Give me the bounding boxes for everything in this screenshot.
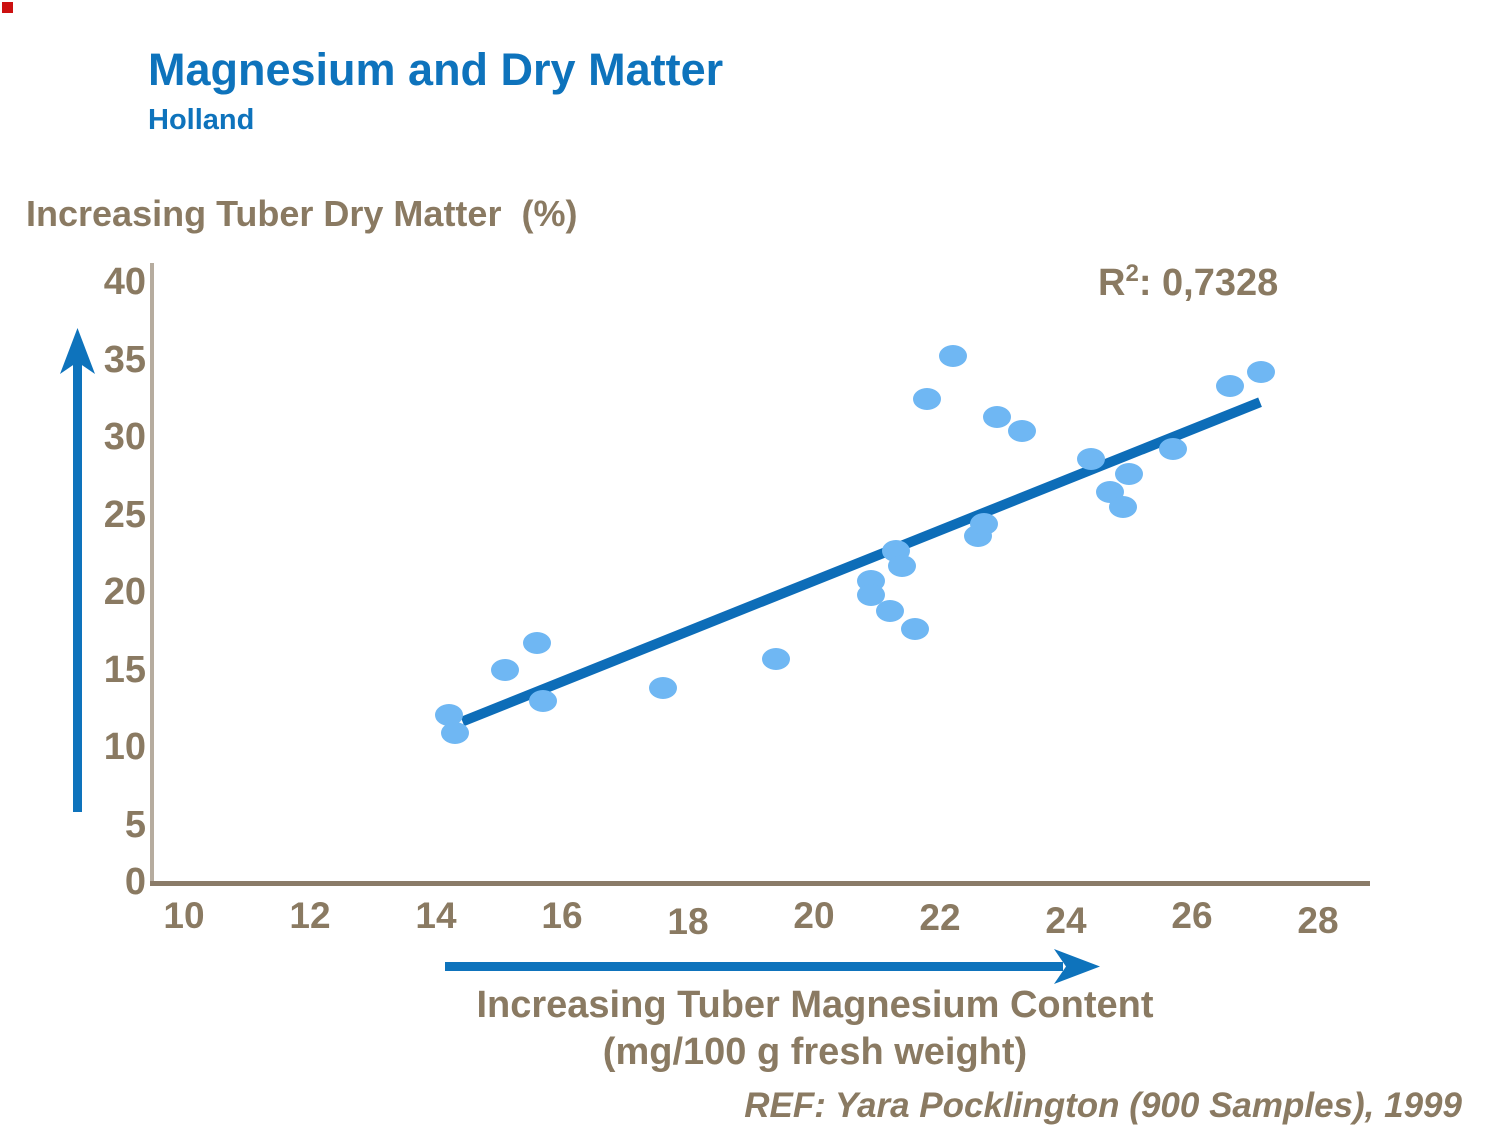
x-tick-label: 16: [541, 895, 583, 936]
x-tick-label: 26: [1171, 895, 1213, 936]
trend-line: [460, 397, 1262, 727]
x-tick-label: 14: [415, 895, 457, 936]
y-tick-label: 25: [103, 493, 146, 536]
y-axis-title: Increasing Tuber Dry Matter (%): [26, 193, 578, 234]
x-tick-label: 22: [919, 897, 961, 938]
x-tick-label: 24: [1045, 900, 1087, 941]
y-tick-label: 20: [103, 571, 146, 613]
data-point: [1077, 448, 1106, 471]
y-tick-label: 10: [103, 726, 146, 768]
data-point: [875, 600, 904, 623]
data-point: [1108, 496, 1137, 519]
r-squared-annotation: R2: 0,7328: [1098, 260, 1278, 305]
data-point: [856, 583, 885, 606]
data-point: [982, 406, 1011, 429]
data-point: [913, 388, 942, 411]
r-squared-symbol: R: [1098, 262, 1126, 304]
data-point: [1115, 463, 1143, 486]
r-squared-value: : 0,7328: [1138, 262, 1279, 304]
y-axis-line: [150, 263, 154, 886]
data-point: [888, 554, 917, 577]
data-point: [1007, 419, 1036, 442]
y-tick-label: 30: [103, 416, 146, 458]
y-tick-label: 15: [103, 648, 146, 691]
x-tick-label: 28: [1297, 900, 1339, 941]
y-tick-label: 40: [103, 261, 146, 303]
x-tick-label: 12: [289, 895, 331, 936]
reference-text: REF: Yara Pocklington (900 Samples), 199…: [744, 1086, 1462, 1125]
data-point: [1247, 361, 1276, 384]
data-point: [1159, 437, 1188, 460]
x-tick-label: 18: [667, 901, 709, 942]
r-squared-exponent: 2: [1125, 260, 1139, 287]
red-corner-mark: [2, 2, 13, 13]
x-axis-line: [150, 881, 1370, 886]
x-axis-arrow-icon: [445, 949, 1100, 984]
data-point: [900, 618, 929, 641]
data-point: [529, 690, 558, 713]
data-point: [938, 344, 967, 367]
y-axis-arrow-icon: [60, 328, 95, 812]
x-tick-label: 20: [793, 895, 835, 936]
data-point: [491, 658, 520, 681]
slide-title: Magnesium and Dry Matter: [148, 44, 724, 95]
data-point: [522, 631, 551, 654]
y-tick-label: 5: [124, 803, 146, 846]
data-point: [970, 512, 999, 535]
y-tick-label: 0: [124, 861, 146, 903]
slide-subtitle: Holland: [148, 104, 255, 136]
x-tick-label: 10: [163, 895, 205, 936]
data-point: [648, 676, 677, 699]
x-axis-title: Increasing Tuber Magnesium Content (mg/1…: [415, 982, 1215, 1076]
data-point: [434, 703, 463, 726]
data-point: [762, 648, 791, 671]
x-axis-title-line1: Increasing Tuber Magnesium Content: [476, 984, 1154, 1026]
x-axis-title-line2: (mg/100 g fresh weight): [602, 1031, 1028, 1073]
data-point: [440, 721, 469, 744]
data-point: [1215, 374, 1244, 397]
y-tick-label: 35: [103, 338, 146, 381]
